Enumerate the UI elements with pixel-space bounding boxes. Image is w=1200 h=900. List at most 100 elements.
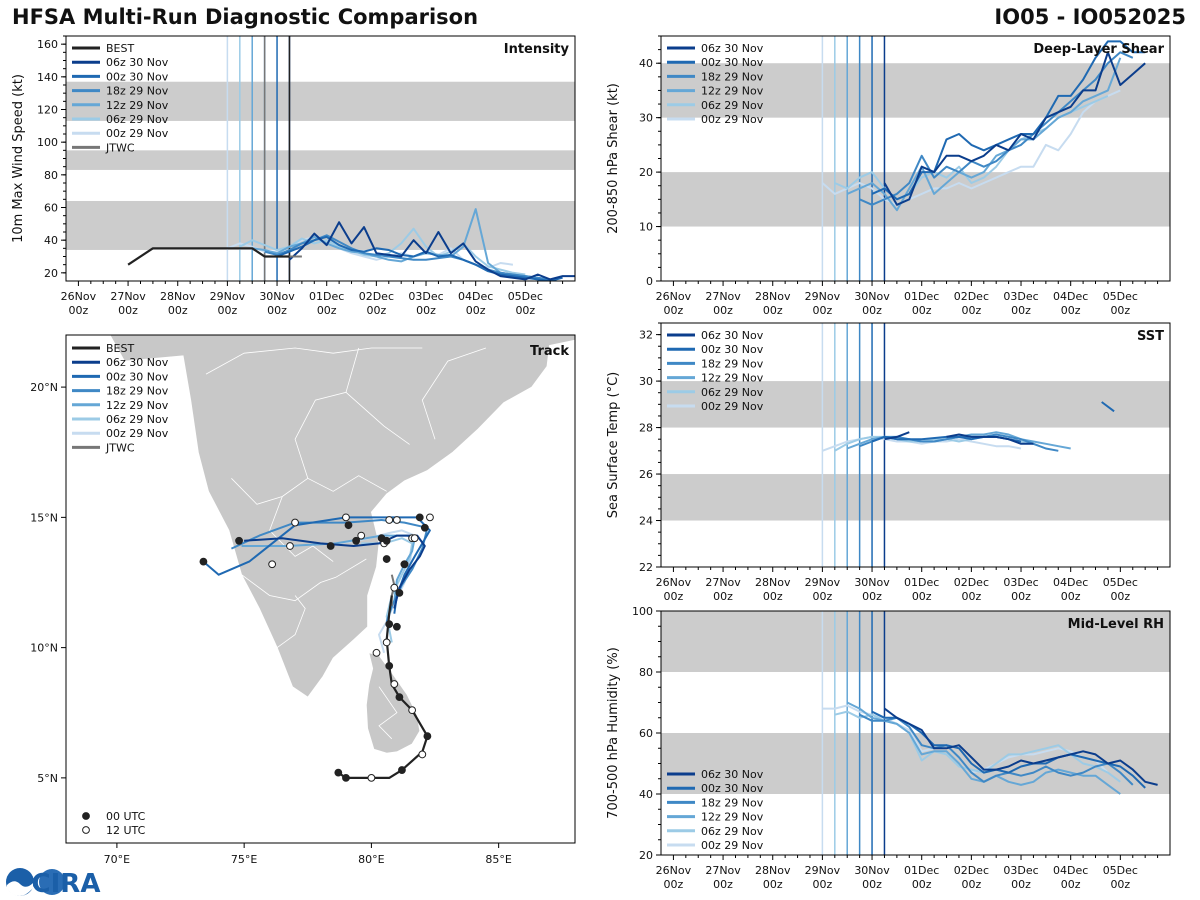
- track-marker-00utc: [423, 732, 432, 741]
- legend-label: 06z 29 Nov: [701, 825, 764, 838]
- y-tick-label: 20: [639, 849, 653, 862]
- x-tick-label: 00z: [713, 304, 733, 317]
- track-marker-12utc: [357, 531, 366, 540]
- x-tick-label: 30Nov: [259, 290, 295, 303]
- track-marker-00utc: [385, 661, 394, 670]
- track-marker-00utc: [382, 536, 391, 545]
- x-tick-label: 02Dec: [954, 864, 989, 877]
- y-tick-label: 30: [639, 375, 653, 388]
- legend-label: 00z 30 Nov: [701, 56, 764, 69]
- y-tick-label: 24: [639, 515, 653, 528]
- x-tick-label: 00z: [763, 590, 783, 603]
- figure-title: HFSA Multi-Run Diagnostic Comparison: [12, 5, 479, 29]
- track-marker-00utc: [395, 693, 404, 702]
- track-marker-00utc: [415, 513, 424, 522]
- track-marker-12utc: [291, 518, 299, 527]
- x-tick-label: 27Nov: [705, 864, 741, 877]
- sri-lanka-landmass: [365, 652, 421, 754]
- y-tick-label: 20: [639, 166, 653, 179]
- track-marker-12utc: [392, 516, 401, 524]
- x-tick-label: 00z: [1011, 304, 1031, 317]
- legend-label: 12z 29 Nov: [701, 372, 764, 385]
- track-line-06z-30-Nov: [244, 534, 426, 609]
- x-tick-label: 03Dec: [408, 290, 443, 303]
- x-tick-label: 01Dec: [904, 576, 939, 589]
- state-border: [276, 595, 306, 648]
- x-tick-label: 05Dec: [1103, 864, 1138, 877]
- x-tick-label: 00z: [763, 878, 783, 891]
- cira-logo-text: CIRA: [32, 869, 101, 898]
- legend-label: 00z 29 Nov: [701, 113, 764, 126]
- legend-label: 18z 29 Nov: [701, 357, 764, 370]
- plot-area-intensity: [66, 36, 575, 281]
- x-tick-label: 00z: [466, 304, 486, 317]
- y-tick-label: 26: [639, 468, 653, 481]
- series-line-shear-18z-29-Nov: [859, 51, 1134, 206]
- chart-title: Deep-Layer Shear: [1033, 42, 1164, 57]
- track-marker-00utc: [352, 536, 361, 545]
- lon-tick-label: 70°E: [104, 853, 130, 866]
- legend-label: 00z 29 Nov: [106, 427, 169, 440]
- shaded-band-0: [661, 474, 1170, 521]
- chart-intensity: 2040608010012014016026Nov00z27Nov00z28No…: [11, 35, 576, 317]
- x-tick-label: 00z: [862, 304, 882, 317]
- track-marker-00utc: [400, 560, 409, 569]
- y-tick-label: 0: [646, 275, 653, 288]
- chart-sst: 22242628303226Nov00z27Nov00z28Nov00z29No…: [606, 322, 1171, 603]
- state-border: [205, 347, 423, 375]
- x-tick-label: 01Dec: [904, 290, 939, 303]
- y-tick-label: 20: [44, 267, 58, 280]
- shaded-band-1: [661, 381, 1170, 428]
- x-tick-label: 00z: [217, 304, 237, 317]
- track-marker-00utc: [235, 536, 243, 545]
- x-tick-label: 28Nov: [755, 290, 791, 303]
- legend-label: 12z 29 Nov: [701, 811, 764, 824]
- x-tick-label: 04Dec: [1053, 290, 1088, 303]
- marker-legend-label: 00 UTC: [106, 810, 146, 823]
- state-border: [378, 686, 398, 740]
- x-tick-label: 27Nov: [705, 576, 741, 589]
- x-tick-label: 00z: [1110, 304, 1130, 317]
- legend-label: 00z 29 Nov: [701, 839, 764, 852]
- x-tick-label: 27Nov: [705, 290, 741, 303]
- x-tick-label: 05Dec: [1103, 290, 1138, 303]
- y-tick-label: 40: [44, 234, 58, 247]
- series-line-rh-18z-29-Nov: [859, 713, 1134, 786]
- track-marker-00utc: [342, 773, 350, 782]
- cira-logo: CIRA: [6, 868, 101, 898]
- lat-tick-label: 10°N: [30, 642, 58, 655]
- map-area: [109, 335, 575, 782]
- shaded-band-1: [661, 611, 1170, 672]
- x-tick-label: 30Nov: [854, 290, 890, 303]
- track-marker-12utc: [390, 680, 399, 688]
- track-marker-00utc: [344, 521, 353, 530]
- x-tick-label: 04Dec: [458, 290, 493, 303]
- x-tick-label: 00z: [317, 304, 337, 317]
- x-tick-label: 00z: [168, 304, 188, 317]
- legend-label: 06z 29 Nov: [106, 413, 169, 426]
- legend-label: 06z 29 Nov: [701, 99, 764, 112]
- track-marker-12utc: [372, 648, 381, 657]
- y-axis-label: 200-850 hPa Shear (kt): [606, 83, 621, 234]
- legend-label: 06z 30 Nov: [106, 56, 169, 69]
- x-tick-label: 00z: [812, 878, 832, 891]
- legend-label: 00z 30 Nov: [701, 343, 764, 356]
- x-tick-label: 00z: [912, 878, 932, 891]
- x-tick-label: 04Dec: [1053, 864, 1088, 877]
- x-tick-label: 02Dec: [954, 576, 989, 589]
- track-marker-12utc: [390, 583, 399, 592]
- plot-frame: [660, 322, 1171, 568]
- lon-tick-label: 75°E: [231, 853, 257, 866]
- shaded-band-1: [66, 150, 575, 170]
- series-line-sst-06z-30-Nov: [884, 431, 1034, 445]
- x-tick-label: 26Nov: [656, 576, 692, 589]
- series-line-shear-12z-29-Nov: [846, 57, 1122, 212]
- x-tick-label: 26Nov: [61, 290, 97, 303]
- globe-icon: [39, 869, 65, 895]
- lat-tick-label: 20°N: [30, 381, 58, 394]
- lon-tick-label: 80°E: [358, 853, 384, 866]
- track-marker-12utc: [418, 750, 427, 759]
- marker-legend-symbol: [82, 826, 90, 834]
